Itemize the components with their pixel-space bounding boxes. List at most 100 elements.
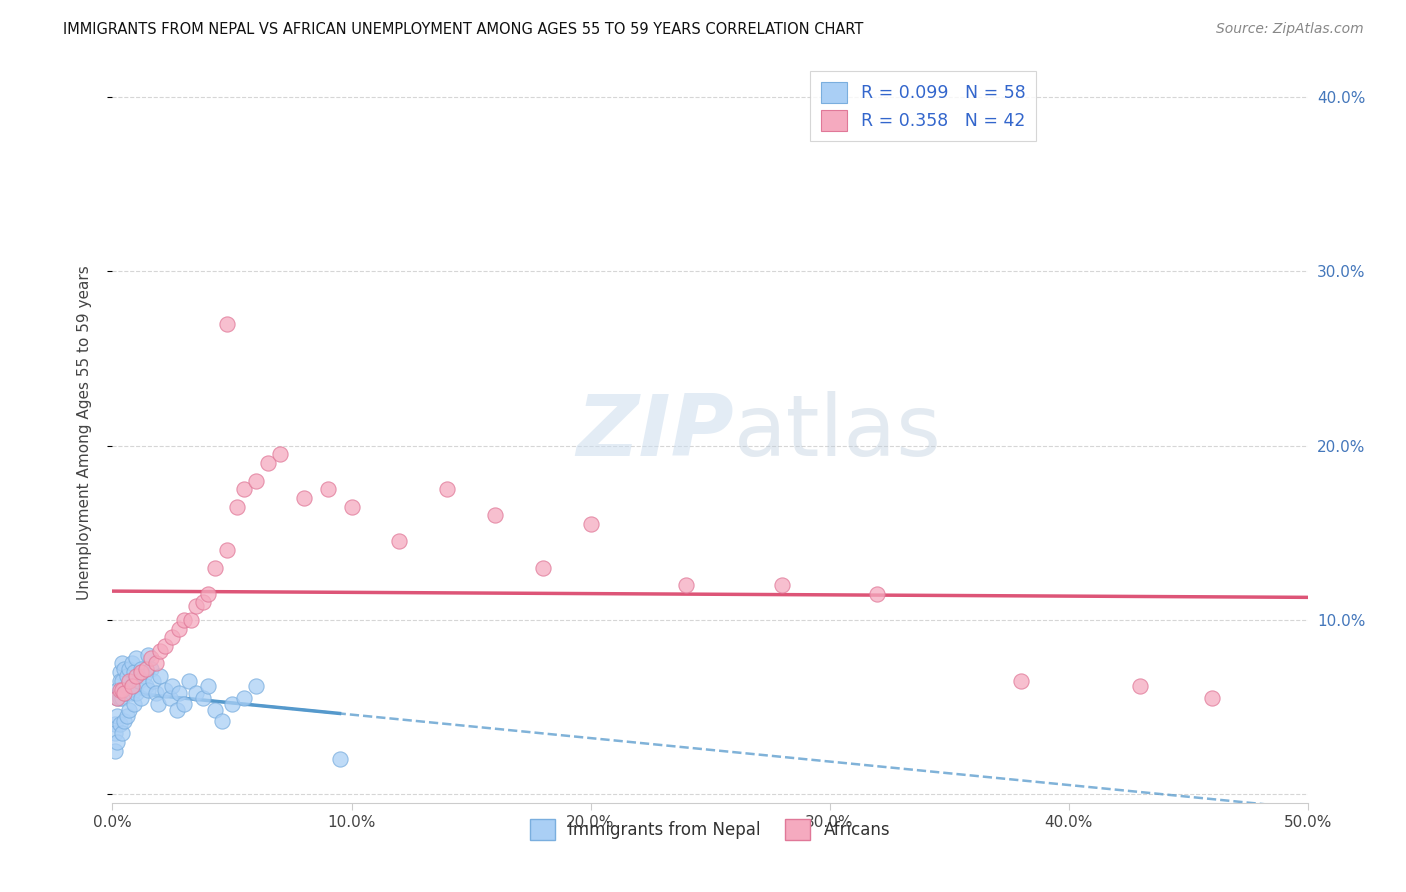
Point	[118, 662, 141, 676]
Point	[149, 644, 172, 658]
Point	[121, 679, 143, 693]
Point	[169, 686, 191, 700]
Point	[122, 665, 145, 680]
Point	[292, 491, 315, 505]
Point	[132, 668, 155, 682]
Point	[122, 697, 145, 711]
Point	[177, 673, 200, 688]
Point	[105, 708, 128, 723]
Point	[173, 613, 195, 627]
Point	[531, 560, 554, 574]
Point	[269, 447, 291, 461]
Text: ZIP: ZIP	[576, 391, 734, 475]
Point	[118, 673, 141, 688]
Point	[125, 651, 148, 665]
Point	[186, 599, 208, 613]
Point	[146, 697, 169, 711]
Point	[193, 691, 215, 706]
Point	[166, 703, 188, 717]
Y-axis label: Unemployment Among Ages 55 to 59 years: Unemployment Among Ages 55 to 59 years	[77, 265, 91, 600]
Point	[129, 665, 152, 680]
Point	[257, 456, 280, 470]
Point	[129, 691, 152, 706]
Point	[770, 578, 793, 592]
Point	[866, 587, 889, 601]
Point	[108, 673, 131, 688]
Point	[128, 673, 150, 688]
Point	[121, 657, 143, 671]
Point	[139, 651, 162, 665]
Point	[579, 517, 602, 532]
Point	[204, 703, 226, 717]
Point	[675, 578, 697, 592]
Point	[221, 697, 243, 711]
Point	[225, 500, 247, 514]
Point	[115, 668, 138, 682]
Point	[114, 662, 135, 676]
Point	[115, 686, 138, 700]
Point	[193, 595, 215, 609]
Point	[111, 682, 134, 697]
Point	[105, 682, 128, 697]
Point	[180, 613, 202, 627]
Point	[340, 500, 363, 514]
Point	[105, 735, 128, 749]
Point	[114, 686, 135, 700]
Point	[186, 686, 208, 700]
Text: atlas: atlas	[734, 391, 942, 475]
Point	[316, 482, 339, 496]
Point	[121, 686, 143, 700]
Point	[125, 686, 148, 700]
Point	[104, 743, 127, 757]
Point	[114, 686, 135, 700]
Point	[162, 630, 183, 644]
Point	[245, 474, 267, 488]
Point	[129, 662, 152, 676]
Point	[1201, 691, 1223, 706]
Point	[108, 717, 131, 731]
Point	[104, 717, 127, 731]
Point	[135, 679, 157, 693]
Point	[115, 708, 138, 723]
Point	[233, 691, 256, 706]
Point	[138, 682, 160, 697]
Text: IMMIGRANTS FROM NEPAL VS AFRICAN UNEMPLOYMENT AMONG AGES 55 TO 59 YEARS CORRELAT: IMMIGRANTS FROM NEPAL VS AFRICAN UNEMPLO…	[63, 22, 863, 37]
Point	[173, 697, 195, 711]
Point	[162, 679, 183, 693]
Point	[217, 317, 239, 331]
Point	[245, 679, 267, 693]
Point	[145, 686, 167, 700]
Point	[111, 657, 134, 671]
Point	[118, 682, 141, 697]
Point	[114, 714, 135, 728]
Point	[197, 587, 219, 601]
Point	[108, 665, 131, 680]
Point	[108, 691, 131, 706]
Point	[211, 714, 233, 728]
Point	[233, 482, 256, 496]
Point	[105, 691, 128, 706]
Point	[125, 668, 148, 682]
Text: Source: ZipAtlas.com: Source: ZipAtlas.com	[1216, 22, 1364, 37]
Point	[388, 534, 411, 549]
Point	[118, 703, 141, 717]
Point	[105, 691, 128, 706]
Point	[1010, 673, 1032, 688]
Point	[139, 662, 162, 676]
Point	[111, 691, 134, 706]
Point	[149, 668, 172, 682]
Legend: Immigrants from Nepal, Africans: Immigrants from Nepal, Africans	[523, 813, 897, 847]
Point	[111, 673, 134, 688]
Point	[145, 657, 167, 671]
Point	[135, 662, 157, 676]
Point	[329, 752, 352, 766]
Point	[197, 679, 219, 693]
Point	[204, 560, 226, 574]
Point	[153, 682, 176, 697]
Point	[138, 648, 160, 662]
Point	[111, 726, 134, 740]
Point	[1129, 679, 1152, 693]
Point	[142, 673, 165, 688]
Point	[159, 691, 181, 706]
Point	[153, 639, 176, 653]
